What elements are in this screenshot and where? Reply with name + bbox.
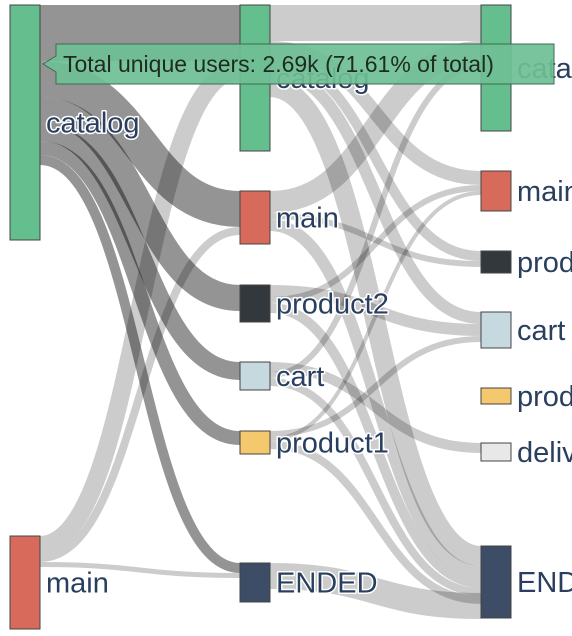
- node-c0-main[interactable]: [9, 535, 41, 630]
- node-label-c2-product1: product1: [517, 381, 572, 413]
- link-c0_main-to-c1_catalog[interactable]: [38, 61, 242, 554]
- node-label-c2-main: main: [517, 176, 572, 208]
- node-c2-main[interactable]: [480, 170, 512, 212]
- node-c1-product2[interactable]: [239, 284, 271, 323]
- link-c0_catalog-to-c1_ended[interactable]: [39, 155, 241, 573]
- link-c0_catalog-to-c1_product1[interactable]: [39, 141, 241, 445]
- node-label-c1-product2: product2: [276, 289, 389, 321]
- node-c1-cart[interactable]: [239, 361, 271, 391]
- tooltip-box: [42, 43, 555, 85]
- link-c1_main-to-c2_ended[interactable]: [269, 219, 482, 578]
- link-c1_product1-to-c2_ended[interactable]: [269, 441, 482, 604]
- link-c1_product1-to-c2_cart[interactable]: [269, 336, 482, 437]
- link-c1_product2-to-c2_ended[interactable]: [269, 303, 482, 588]
- link-c0_catalog-to-c1_product2[interactable]: [39, 97, 241, 311]
- node-label-c1-cart: cart: [276, 361, 324, 393]
- node-c2-product2[interactable]: [480, 250, 512, 274]
- link-c1_ended-to-c2_ended[interactable]: [269, 563, 482, 619]
- node-label-c1-product1: product1: [276, 428, 389, 460]
- link-c1_product2-to-c2_main[interactable]: [269, 185, 482, 303]
- node-c2-ended[interactable]: [480, 545, 512, 619]
- node-c0-catalog[interactable]: [9, 4, 41, 241]
- node-c2-delivery[interactable]: [480, 442, 512, 462]
- link-c0_catalog-to-c1_main[interactable]: [39, 61, 241, 227]
- link-c1_main-to-c2_product2[interactable]: [269, 213, 482, 267]
- node-label-c0-main: main: [46, 568, 109, 600]
- link-c1_cart-to-c2_ended[interactable]: [269, 378, 482, 596]
- link-c0_main-to-c1_main[interactable]: [39, 227, 241, 562]
- node-label-c0-catalog: catalog: [46, 108, 140, 140]
- node-c1-product1[interactable]: [239, 430, 271, 455]
- link-c0_main-to-c1_ended[interactable]: [39, 562, 241, 578]
- node-label-c2-product2: product2: [517, 247, 572, 279]
- node-label-c2-cart: cart: [517, 315, 565, 347]
- link-c1_cart-to-c2_delivery[interactable]: [269, 362, 482, 453]
- node-c1-ended[interactable]: [239, 562, 271, 603]
- link-c1_product1-to-c2_main[interactable]: [269, 191, 482, 441]
- tooltip-text: Total unique users: 2.69k (71.61% of tot…: [63, 51, 494, 77]
- node-label-c1-main: main: [276, 203, 339, 235]
- node-c1-main[interactable]: [239, 190, 271, 245]
- node-c2-cart[interactable]: [480, 311, 512, 349]
- node-c2-product1[interactable]: [480, 387, 512, 405]
- link-c1_product2-to-c2_cart[interactable]: [269, 285, 482, 336]
- node-label-c1-ended: ENDED: [276, 568, 378, 600]
- link-c0_catalog-to-c1_cart[interactable]: [39, 123, 241, 380]
- node-label-c2-delivery: delivery: [517, 437, 572, 469]
- node-label-c2-ended: ENDED: [517, 567, 572, 599]
- hover-tooltip: Total unique users: 2.69k (71.61% of tot…: [42, 43, 555, 85]
- link-c1_catalog-to-c2_ended[interactable]: [268, 77, 483, 566]
